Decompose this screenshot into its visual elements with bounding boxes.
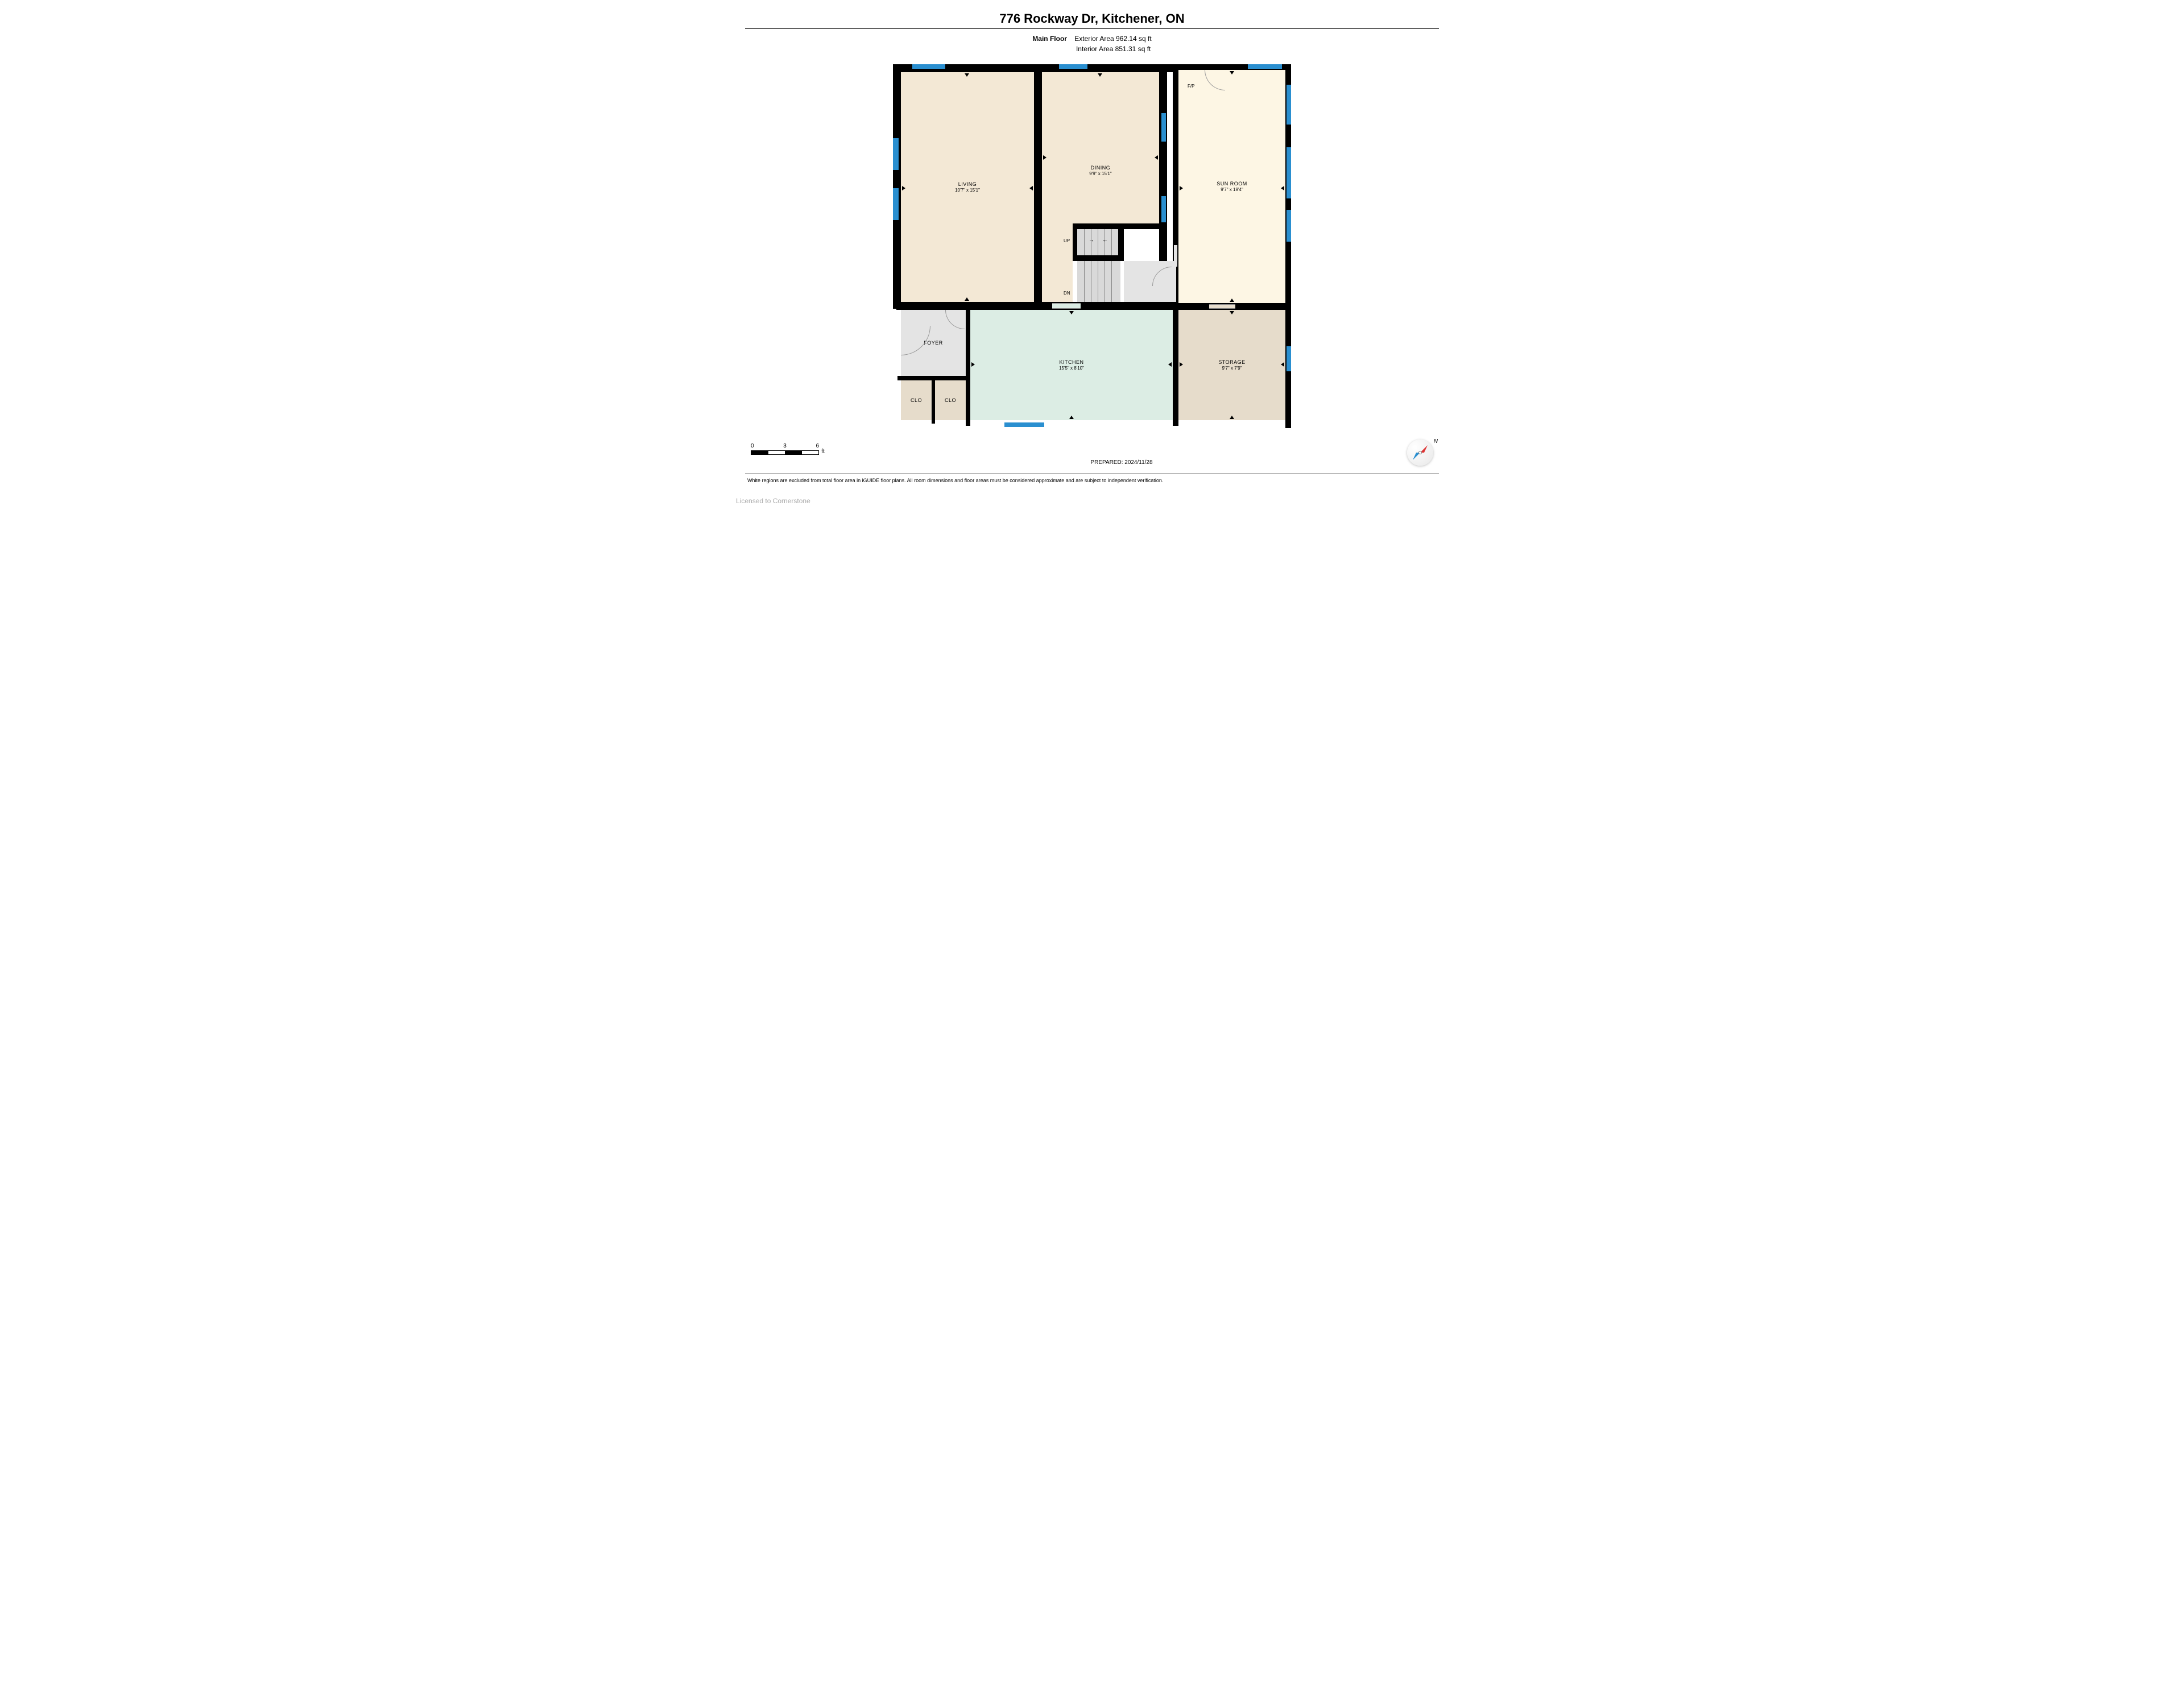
scale-mark: 3	[783, 443, 787, 449]
caret-icon	[1069, 416, 1074, 419]
caret-icon	[1180, 186, 1183, 190]
caret-icon	[1098, 73, 1102, 77]
caret-icon	[1230, 71, 1234, 74]
floor-label: Main Floor	[1032, 35, 1067, 43]
exterior-area: Exterior Area 962.14 sq ft	[1074, 35, 1151, 43]
window	[1287, 147, 1291, 198]
window	[912, 64, 945, 69]
window	[893, 188, 899, 220]
room-dim: 15'5" x 8'10"	[1059, 366, 1084, 371]
window	[1059, 64, 1087, 69]
room-kitchen: KITCHEN 15'5" x 8'10"	[970, 310, 1173, 420]
room-living: LIVING 10'7" x 15'1"	[901, 72, 1034, 302]
room-label: LIVING	[958, 181, 977, 187]
room-dining: DINING 9'9" x 15'1"	[1042, 72, 1159, 223]
disclaimer-text: White regions are excluded from total fl…	[745, 478, 1439, 483]
caret-icon	[1043, 155, 1046, 160]
caret-icon	[902, 186, 905, 190]
compass-icon	[1407, 440, 1433, 466]
window	[1161, 196, 1166, 222]
divider-top	[745, 28, 1439, 29]
window	[1287, 210, 1291, 242]
room-label: SUN ROOM	[1217, 181, 1247, 186]
window	[893, 138, 899, 170]
room-dim: 9'9" x 15'1"	[1089, 171, 1111, 176]
scale-unit: ft	[821, 448, 836, 455]
caret-icon	[1230, 416, 1234, 419]
scale-bar: 0 3 6 ft	[751, 443, 836, 466]
room-label: CLO	[945, 397, 956, 403]
stairs-dn-label: DN	[1064, 291, 1070, 296]
room-clo2: CLO	[935, 380, 966, 420]
prepared-date: PREPARED: 2024/11/28	[836, 459, 1407, 466]
window	[1287, 85, 1291, 125]
window	[1161, 113, 1166, 142]
caret-icon	[1230, 299, 1234, 302]
caret-icon	[1168, 362, 1172, 367]
footer-row: 0 3 6 ft PREPARED: 2024/11/28 N	[745, 440, 1439, 466]
window	[1248, 64, 1282, 69]
stairs-up-label: UP	[1064, 238, 1070, 243]
caret-icon	[1230, 311, 1234, 314]
window	[1004, 422, 1044, 427]
arrow-icon: ←	[1102, 237, 1108, 243]
room-dim: 10'7" x 15'1"	[955, 188, 980, 193]
room-dim: 9'7" x 19'4"	[1221, 187, 1243, 192]
caret-icon	[1069, 311, 1074, 314]
caret-icon	[1029, 186, 1033, 190]
license-text: Licensed to Cornerstone	[736, 497, 1439, 505]
scale-mark: 6	[816, 443, 819, 449]
caret-icon	[965, 297, 969, 301]
caret-icon	[1281, 186, 1284, 190]
floor-info: Main Floor Exterior Area 962.14 sq ft In…	[745, 34, 1439, 54]
room-storage: STORAGE 9'7" x 7'9"	[1178, 310, 1285, 420]
compass-north-label: N	[1434, 438, 1438, 445]
caret-icon	[1180, 362, 1183, 367]
caret-icon	[1155, 155, 1158, 160]
floor-plan: LIVING 10'7" x 15'1" DINING 9'9" x 15'1"…	[893, 64, 1291, 428]
arrow-icon: →	[1089, 237, 1094, 243]
interior-area: Interior Area 851.31 sq ft	[1076, 45, 1151, 53]
room-label: STORAGE	[1218, 359, 1245, 365]
page-title: 776 Rockway Dr, Kitchener, ON	[745, 11, 1439, 26]
caret-icon	[1281, 362, 1284, 367]
caret-icon	[965, 73, 969, 77]
room-label: CLO	[911, 397, 922, 403]
room-label: DINING	[1089, 165, 1111, 171]
room-label: FOYER	[924, 340, 943, 346]
room-dim: 9'7" x 7'9"	[1222, 366, 1242, 371]
caret-icon	[971, 362, 975, 367]
scale-mark: 0	[751, 443, 754, 449]
room-label: KITCHEN	[1059, 359, 1083, 365]
window	[1287, 346, 1291, 371]
room-sunroom: SUN ROOM 9'7" x 19'4"	[1178, 70, 1285, 303]
fireplace-label: F/P	[1188, 84, 1194, 89]
room-clo1: CLO	[901, 380, 932, 420]
